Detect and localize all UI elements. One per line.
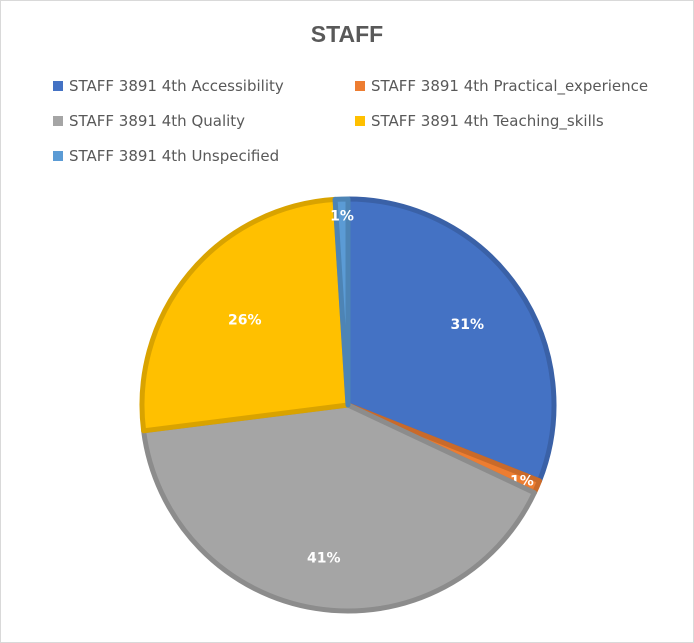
pie-slice-teaching-skills bbox=[139, 196, 351, 434]
legend-item-quality: STAFF 3891 4th Quality bbox=[53, 112, 245, 130]
legend-label-teaching-skills: STAFF 3891 4th Teaching_skills bbox=[371, 112, 604, 130]
pie-slice-unspecified bbox=[332, 196, 351, 408]
legend-item-practical-experience: STAFF 3891 4th Practical_experience bbox=[355, 77, 648, 95]
legend-label-practical-experience: STAFF 3891 4th Practical_experience bbox=[371, 77, 649, 95]
legend-swatch-teaching-skills bbox=[355, 116, 365, 126]
legend-label-unspecified: STAFF 3891 4th Unspecified bbox=[69, 147, 280, 165]
legend-swatch-quality bbox=[53, 116, 63, 126]
legend-label-quality: STAFF 3891 4th Quality bbox=[69, 112, 246, 130]
legend-item-unspecified: STAFF 3891 4th Unspecified bbox=[53, 147, 279, 165]
legend-swatch-unspecified bbox=[53, 151, 63, 161]
chart-title: STAFF bbox=[310, 21, 384, 47]
legend-swatch-accessibility bbox=[53, 81, 63, 91]
legend-item-accessibility: STAFF 3891 4th Accessibility bbox=[53, 77, 284, 95]
legend-label-accessibility: STAFF 3891 4th Accessibility bbox=[69, 77, 284, 95]
legend-swatch-practical-experience bbox=[355, 81, 365, 91]
data-label-teaching-skills: 26% bbox=[228, 313, 262, 329]
pie-slice-accessibility bbox=[345, 196, 557, 484]
legend-item-teaching-skills: STAFF 3891 4th Teaching_skills bbox=[355, 112, 604, 130]
data-label-accessibility: 31% bbox=[451, 317, 485, 333]
data-label-unspecified: 1% bbox=[330, 209, 354, 225]
data-label-quality: 41% bbox=[307, 551, 341, 567]
pie-slice-quality bbox=[141, 402, 537, 614]
